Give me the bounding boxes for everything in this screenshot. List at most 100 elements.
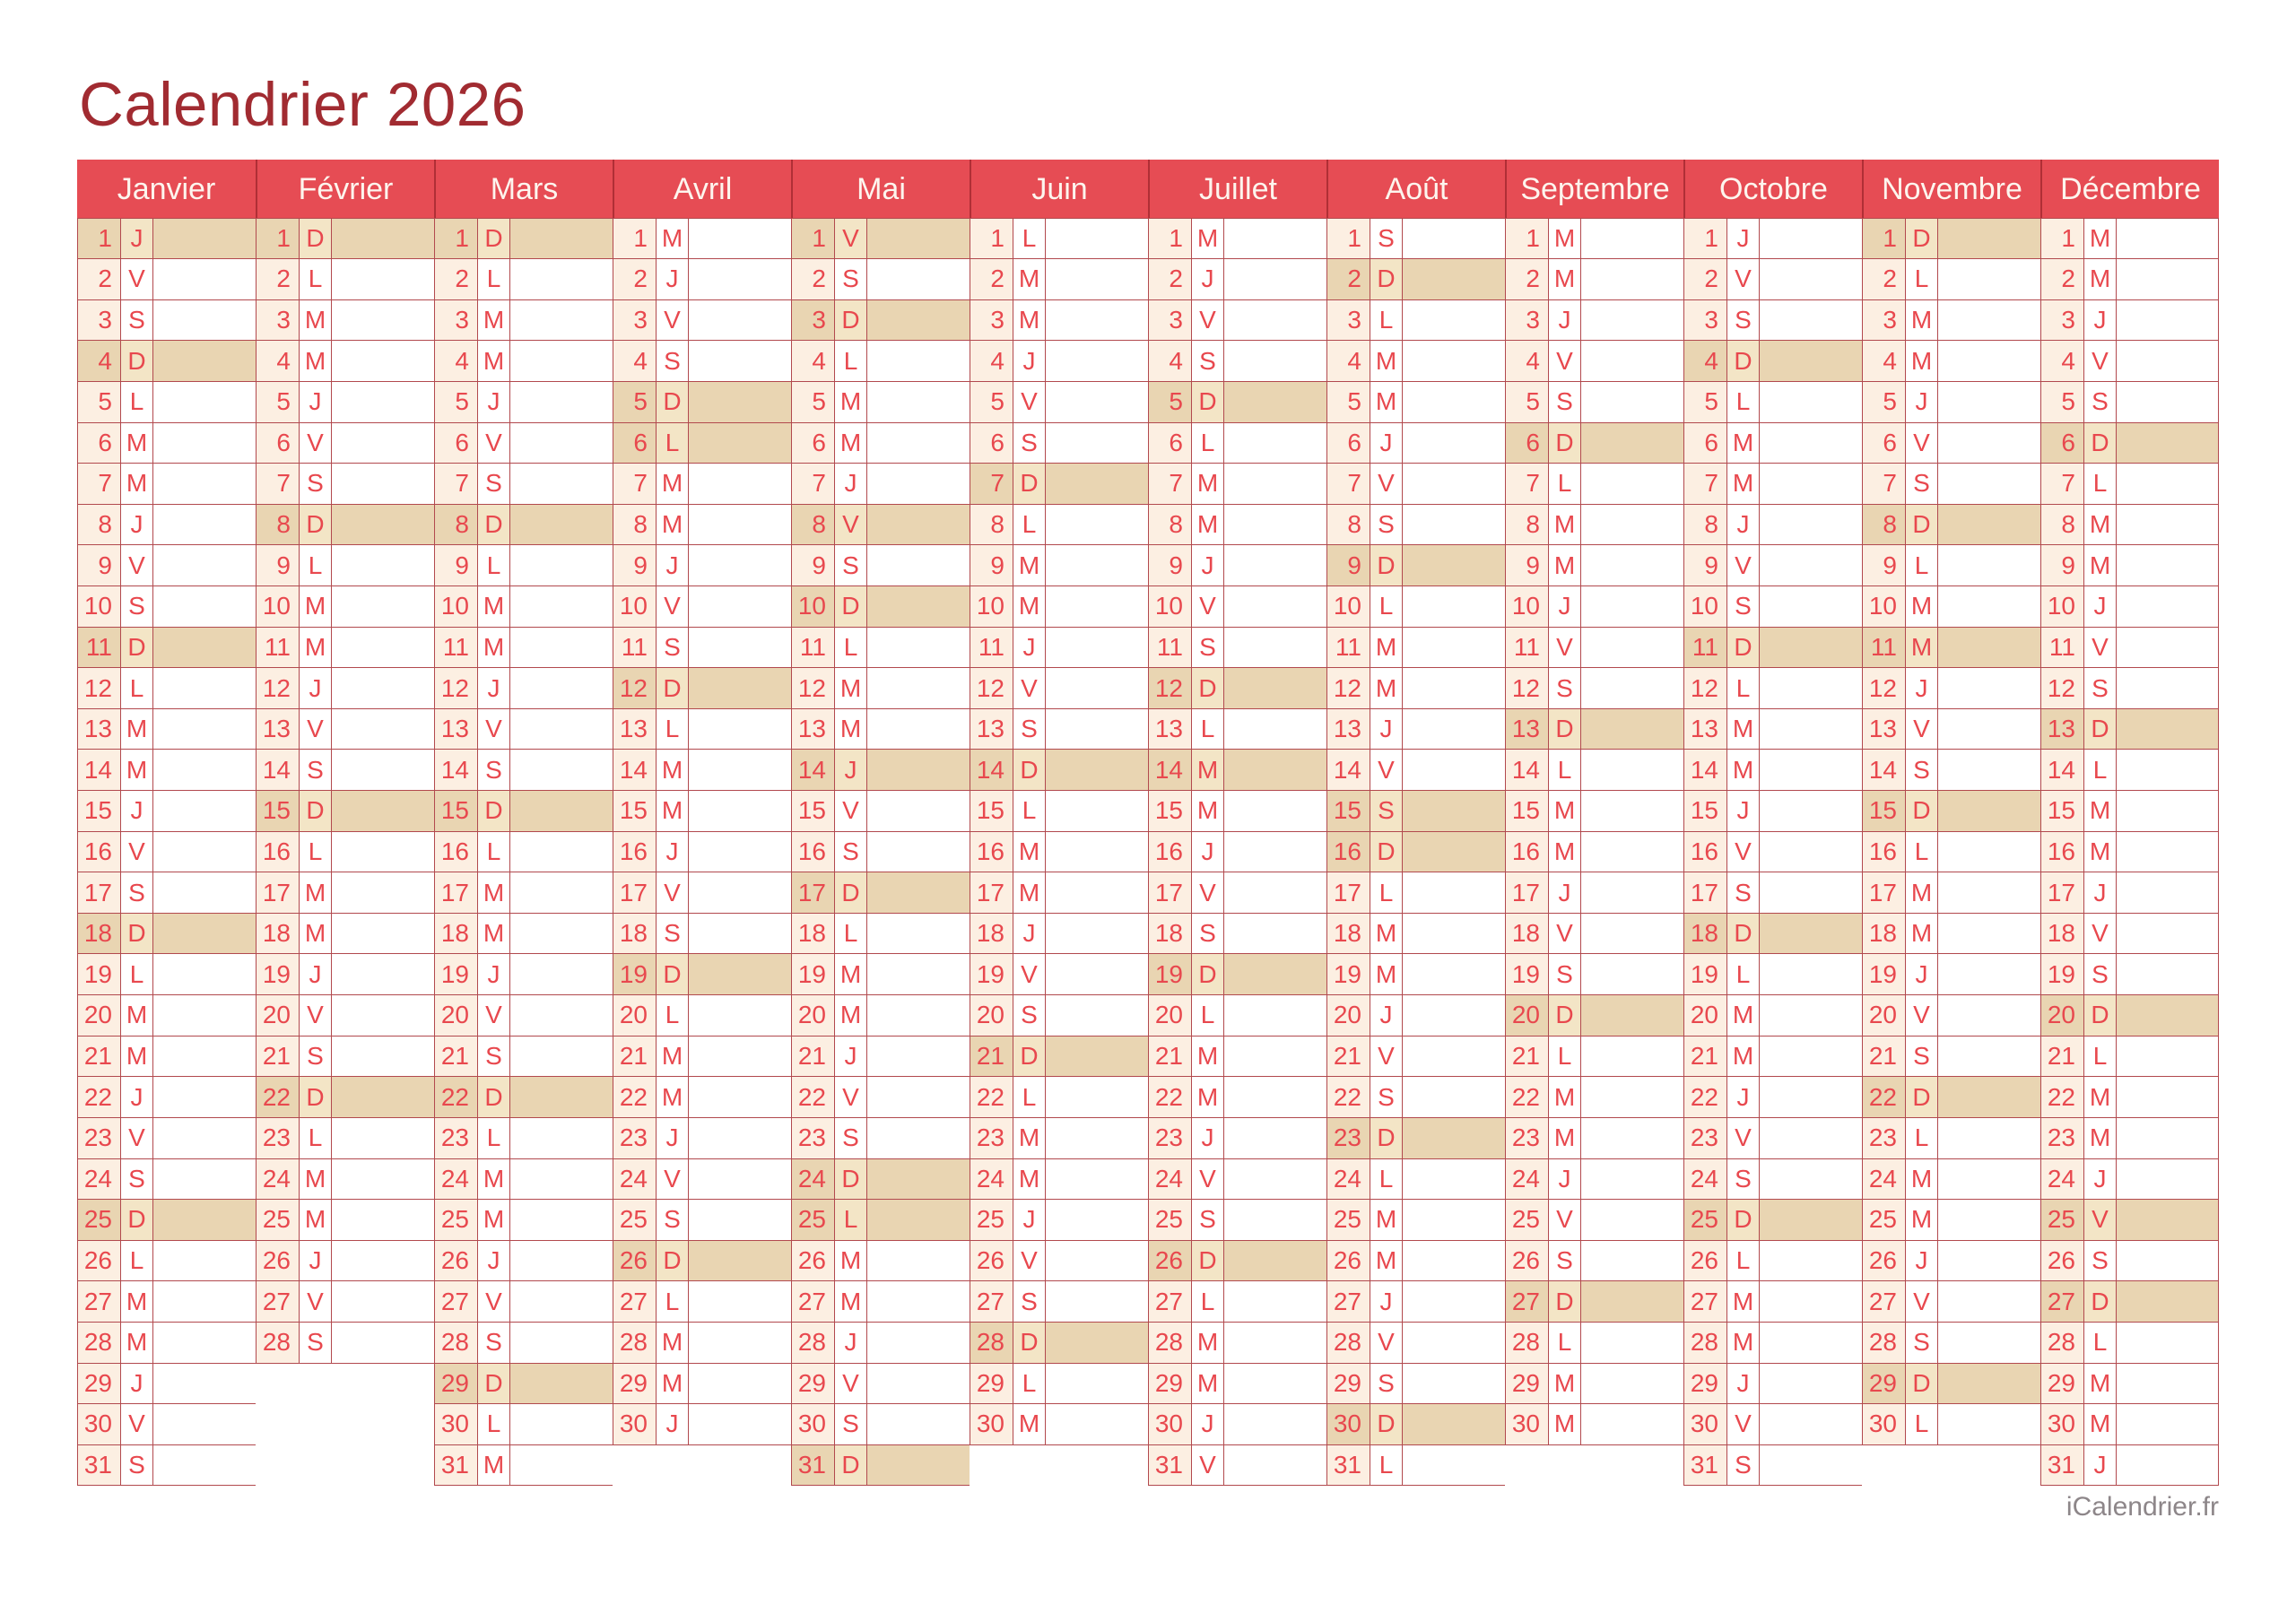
- day-number: 6: [1684, 422, 1727, 464]
- day-number: 16: [2041, 831, 2084, 872]
- day-letter: J: [835, 464, 867, 504]
- day-note-area: [867, 1036, 970, 1077]
- day-note-area: [332, 1117, 434, 1158]
- day-row: 28 M: [613, 1322, 791, 1364]
- day-letter: M: [835, 381, 867, 422]
- day-number: 26: [970, 1240, 1013, 1281]
- day-note-area: [1760, 218, 1862, 259]
- day-letter: S: [835, 545, 867, 585]
- day-letter: J: [1906, 1240, 1938, 1281]
- day-number: 8: [1863, 504, 1906, 545]
- day-note-area: [153, 708, 256, 750]
- day-row: 29 S: [1327, 1363, 1505, 1405]
- day-note-area: [1760, 1444, 1862, 1486]
- day-note-area: [332, 1036, 434, 1077]
- day-note-area: [1046, 1240, 1148, 1281]
- day-letter: S: [1906, 1322, 1938, 1363]
- day-row: 23 M: [2041, 1117, 2218, 1159]
- day-number: 6: [1149, 422, 1192, 464]
- day-note-area: [1760, 750, 1862, 791]
- day-note-area: [867, 750, 970, 791]
- month-body: 1 M 2 M 3 J 4 V 5 S 6 D 7 L 8 M 9 M 10 J 11 V 12 S 13 D 14 L 15 M 16 M 1…: [1505, 217, 1683, 1445]
- day-number: 2: [435, 259, 478, 299]
- day-number: 17: [435, 872, 478, 913]
- day-row: 26 J: [1863, 1240, 2040, 1282]
- day-number: 20: [970, 995, 1013, 1036]
- day-number: 19: [1684, 954, 1727, 995]
- day-letter: M: [1727, 422, 1760, 464]
- day-note-area: [1760, 464, 1862, 504]
- day-row: 31 V: [1149, 1444, 1326, 1487]
- day-note-area: [1938, 585, 2040, 627]
- day-number: 21: [2041, 1036, 2084, 1077]
- day-note-area: [1403, 341, 1505, 381]
- day-number: 13: [1327, 708, 1370, 750]
- day-number: 27: [1506, 1281, 1549, 1322]
- day-row: 25 L: [792, 1200, 970, 1241]
- day-note-area: [2117, 995, 2218, 1036]
- day-letter: S: [478, 750, 510, 791]
- day-letter: L: [835, 341, 867, 381]
- day-row: 13 M: [78, 708, 256, 750]
- day-row: 25 M: [435, 1200, 613, 1241]
- day-letter: M: [657, 791, 689, 831]
- day-row: 24 M: [257, 1158, 434, 1201]
- day-note-area: [2117, 913, 2218, 954]
- day-note-area: [1224, 1404, 1326, 1444]
- day-note-area: [689, 585, 791, 627]
- day-row: 14 S: [257, 750, 434, 792]
- day-row: 25 D: [1684, 1200, 1862, 1241]
- day-row: 14 D: [970, 750, 1148, 792]
- day-letter: M: [1192, 791, 1224, 831]
- day-number: 2: [1506, 259, 1549, 299]
- day-number: 30: [792, 1404, 835, 1444]
- day-letter: L: [478, 545, 510, 585]
- day-number: 23: [435, 1117, 478, 1158]
- day-letter: M: [1549, 1404, 1581, 1444]
- day-letter: M: [478, 585, 510, 627]
- day-note-area: [1046, 422, 1148, 464]
- day-letter: D: [1906, 218, 1938, 259]
- day-letter: S: [2084, 954, 2117, 995]
- day-number: 10: [1863, 585, 1906, 627]
- day-note-area: [2117, 218, 2218, 259]
- day-note-area: [2117, 381, 2218, 422]
- day-note-area: [1224, 791, 1326, 831]
- day-note-area: [1403, 954, 1505, 995]
- day-row: 15 V: [792, 791, 970, 832]
- day-letter: D: [1192, 1240, 1224, 1281]
- day-letter: L: [1370, 872, 1403, 913]
- day-note-area: [1581, 627, 1683, 668]
- day-number: 12: [970, 668, 1013, 708]
- day-note-area: [867, 1404, 970, 1444]
- day-number: 26: [1327, 1240, 1370, 1281]
- day-number: 15: [792, 791, 835, 831]
- day-note-area: [1224, 1281, 1326, 1322]
- day-row: 24 V: [613, 1158, 791, 1201]
- day-note-area: [1046, 872, 1148, 913]
- day-number: 28: [1327, 1322, 1370, 1363]
- day-number: 25: [970, 1200, 1013, 1240]
- day-note-area: [1581, 913, 1683, 954]
- day-letter: M: [1370, 627, 1403, 668]
- day-letter: D: [300, 1077, 332, 1117]
- day-letter: J: [657, 545, 689, 585]
- day-note-area: [1760, 1077, 1862, 1117]
- day-note-area: [1581, 1117, 1683, 1158]
- day-letter: M: [478, 1158, 510, 1200]
- day-number: 13: [1684, 708, 1727, 750]
- day-letter: M: [835, 708, 867, 750]
- day-row: 11 V: [1506, 627, 1683, 669]
- day-note-area: [867, 831, 970, 872]
- day-note-area: [1581, 995, 1683, 1036]
- day-number: 7: [970, 464, 1013, 504]
- day-note-area: [1046, 1404, 1148, 1444]
- day-number: 1: [1863, 218, 1906, 259]
- day-letter: J: [657, 259, 689, 299]
- day-row: 31 J: [2041, 1444, 2218, 1487]
- day-number: 5: [613, 381, 657, 422]
